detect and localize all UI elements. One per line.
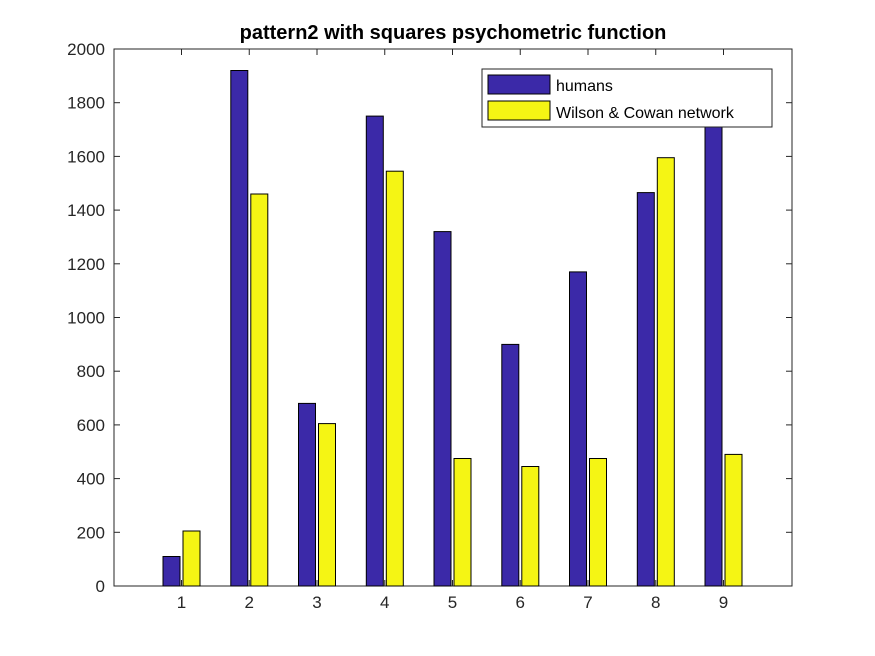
bar-wilson-cowan-3 (318, 423, 336, 587)
bar-wilson-cowan-6 (521, 466, 540, 587)
y-tick-label: 600 (77, 416, 105, 435)
bar-wilson-cowan-1 (182, 530, 201, 587)
bar-humans-1 (162, 556, 181, 587)
x-tick-label: 8 (651, 593, 660, 612)
y-tick-label: 400 (77, 470, 105, 489)
bar-humans-9 (704, 107, 723, 587)
x-tick-label: 7 (583, 593, 592, 612)
legend: humans Wilson & Cowan network (481, 68, 773, 128)
bar-humans-4 (365, 115, 384, 587)
bar-wilson-cowan-8 (656, 157, 675, 587)
bar-humans-5 (433, 231, 452, 587)
legend-swatch-humans (487, 74, 551, 95)
x-tick-label: 9 (719, 593, 728, 612)
y-tick-label: 1400 (67, 201, 105, 220)
axes-box (113, 48, 793, 587)
bar-wilson-cowan-7 (589, 458, 607, 587)
x-tick-label: 5 (448, 593, 457, 612)
bar-humans-2 (230, 70, 249, 587)
y-tick-label: 1000 (67, 309, 105, 328)
ticks-layer: 1 2 3 4 5 6 7 8 9 0 200 400 600 800 1000 1200 1400 1600 18… (67, 40, 792, 612)
bars-layer (162, 70, 743, 587)
bar-wilson-cowan-9 (724, 453, 743, 587)
x-tick-label: 4 (380, 593, 389, 612)
x-tick-label: 2 (245, 593, 254, 612)
y-tick-label: 200 (77, 523, 105, 542)
bar-wilson-cowan-5 (453, 458, 472, 587)
bar-humans-8 (636, 192, 655, 587)
chart-title: pattern2 with squares psychometric funct… (240, 22, 667, 44)
legend-label-humans: humans (556, 78, 613, 95)
x-tick-label: 1 (177, 593, 186, 612)
legend-label-wilson-cowan: Wilson & Cowan network (556, 105, 735, 122)
y-tick-label: 800 (77, 362, 105, 381)
y-tick-label: 1800 (67, 94, 105, 113)
legend-swatch-wilson-cowan (487, 100, 551, 121)
bar-humans-7 (569, 271, 587, 587)
x-tick-label: 3 (312, 593, 321, 612)
y-tick-label: 1200 (67, 255, 105, 274)
bar-wilson-cowan-4 (385, 170, 404, 587)
y-tick-label: 2000 (67, 40, 105, 59)
y-tick-label: 0 (96, 577, 105, 596)
y-tick-label: 1600 (67, 147, 105, 166)
bar-humans-6 (501, 343, 520, 587)
bar-humans-3 (298, 402, 316, 587)
bar-wilson-cowan-2 (250, 193, 269, 587)
x-tick-label: 6 (516, 593, 525, 612)
